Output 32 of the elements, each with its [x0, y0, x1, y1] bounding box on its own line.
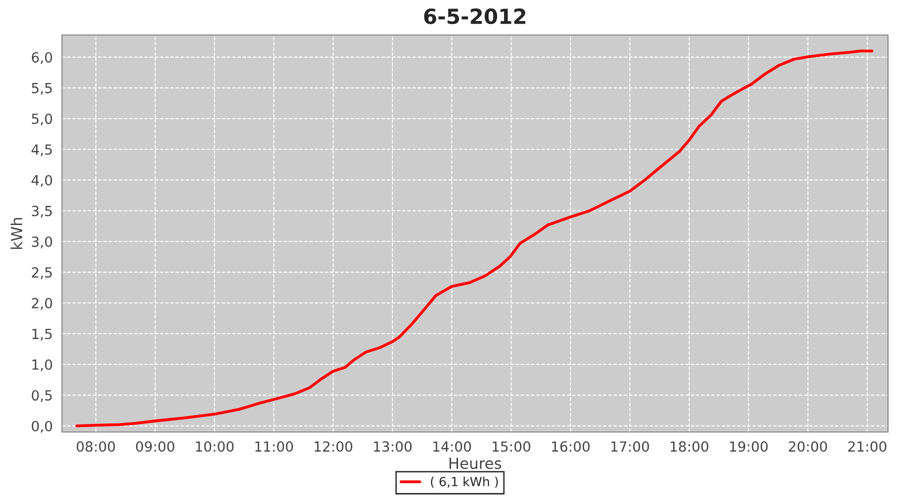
y-tick-label: 3,5 [32, 206, 52, 218]
y-tick-label: 4,5 [32, 144, 52, 156]
x-tick-label: 21:00 [848, 441, 886, 452]
y-tick-label: 5,0 [32, 114, 52, 126]
y-tick-label: 6,0 [32, 52, 52, 64]
x-tick-label: 11:00 [255, 441, 293, 452]
legend-label: ( 6,1 kWh ) [430, 476, 498, 488]
y-tick-label: 5,5 [32, 83, 52, 95]
chart-title: 6-5-2012 [424, 8, 526, 24]
y-tick-label: 2,0 [32, 298, 52, 310]
x-tick-label: 08:00 [76, 441, 115, 452]
x-tick-label: 14:00 [433, 441, 471, 452]
x-tick-label: 09:00 [136, 441, 174, 452]
x-tick-label: 19:00 [730, 441, 768, 452]
y-tick-label: 4,0 [32, 175, 52, 187]
y-tick-label: 2,5 [32, 267, 52, 280]
line-series [75, 50, 874, 428]
x-tick-label: 17:00 [611, 441, 649, 452]
x-tick-label: 18:00 [670, 441, 708, 452]
y-tick-label: 1,5 [32, 328, 52, 341]
x-axis-title: Heures [450, 458, 502, 470]
y-tick-label: 0,5 [32, 390, 52, 402]
y-tick-label: 3,0 [32, 236, 52, 248]
x-tick-label: 10:00 [196, 441, 234, 452]
y-tick-label: 1,0 [32, 359, 52, 372]
y-tick-label: 0,0 [32, 420, 52, 433]
y-axis-title: kWh [10, 218, 22, 249]
x-tick-label: 12:00 [314, 441, 352, 452]
x-tick-label: 15:00 [492, 441, 530, 452]
x-tick-label: 13:00 [374, 441, 412, 452]
x-tick-label: 20:00 [788, 441, 827, 452]
x-tick-label: 16:00 [552, 441, 590, 452]
